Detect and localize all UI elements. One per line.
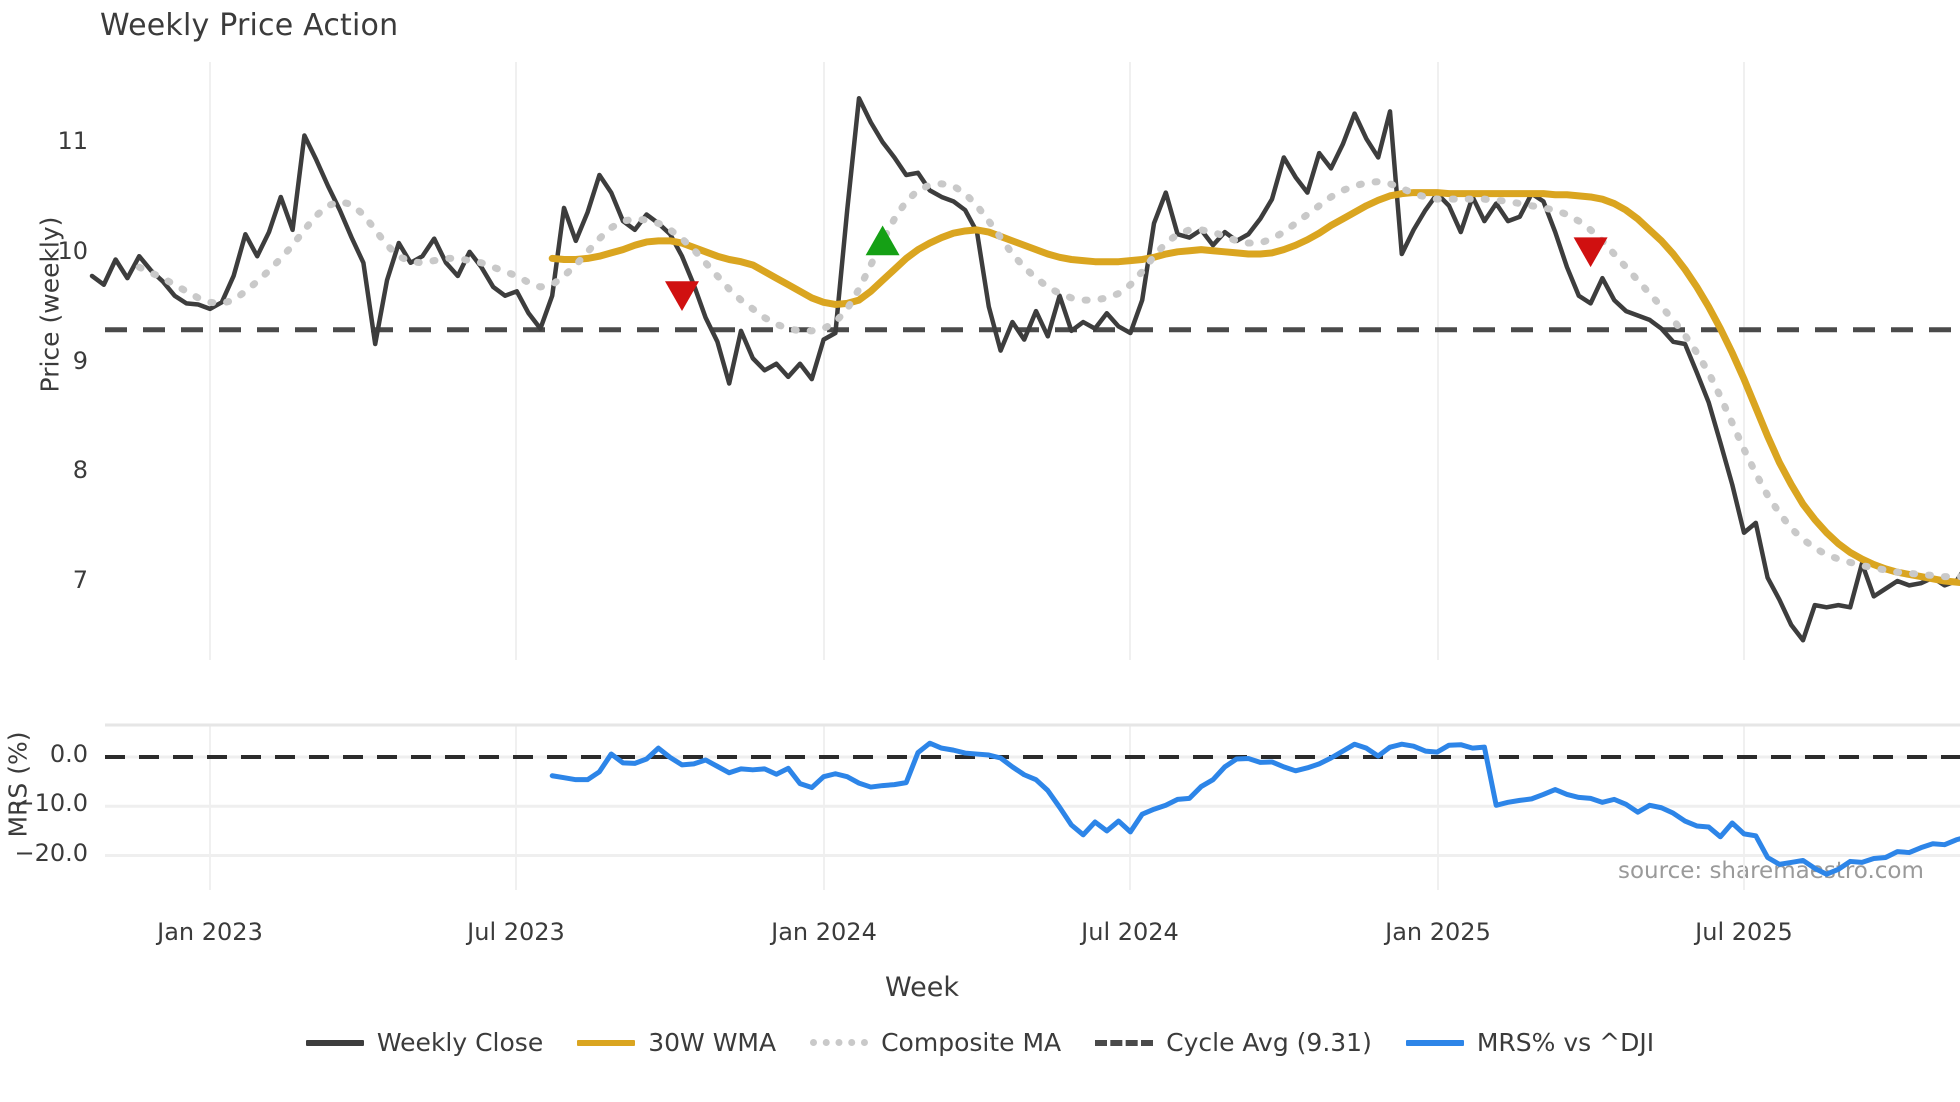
- price-ytick-9: 9: [72, 346, 88, 375]
- x-tick-jan-2023: Jan 2023: [157, 918, 263, 946]
- series-weekly-close: [89, 95, 1960, 643]
- legend-label-wma-30w: 30W WMA: [648, 1028, 777, 1057]
- mrs-ytick-2: −20.0: [14, 838, 88, 867]
- price-ytick-10: 10: [57, 237, 88, 266]
- x-tick-jan-2025: Jan 2025: [1385, 918, 1491, 946]
- sell-marker-icon: [665, 281, 699, 312]
- x-tick-jan-2024: Jan 2024: [771, 918, 877, 946]
- series-composite-ma: [135, 178, 1960, 581]
- legend-swatch-composite-ma-icon: [810, 1039, 869, 1046]
- legend-item-weekly-close[interactable]: Weekly Close: [305, 1028, 544, 1057]
- gridlines: [105, 62, 1960, 890]
- legend-swatch-wma-30w-icon: [577, 1039, 636, 1046]
- legend-swatch-cycle-avg-icon: [1095, 1039, 1154, 1046]
- legend-item-wma-30w[interactable]: 30W WMA: [577, 1028, 776, 1057]
- legend-label-mrs-vs-dji: MRS% vs ^DJI: [1476, 1028, 1655, 1057]
- mrs-ytick-0: 0.0: [49, 740, 88, 768]
- plot-canvas: [89, 62, 1960, 890]
- legend-label-composite-ma: Composite MA: [881, 1028, 1062, 1057]
- price-ytick-8: 8: [72, 456, 88, 485]
- x-axis-label: Week: [885, 972, 959, 1003]
- price-ytick-7: 7: [72, 566, 88, 595]
- buy-marker-icon: [865, 225, 900, 256]
- price-panel: [89, 95, 1960, 643]
- signal-markers: [665, 225, 1608, 312]
- x-tick-jul-2023: Jul 2023: [467, 918, 565, 946]
- chart-title: Weekly Price Action: [100, 8, 399, 43]
- legend-swatch-weekly-close-icon: [305, 1039, 364, 1046]
- x-tick-jul-2024: Jul 2024: [1081, 918, 1179, 946]
- mrs-panel: [105, 740, 1960, 877]
- sell-marker-icon: [1573, 237, 1608, 268]
- legend-label-weekly-close: Weekly Close: [376, 1028, 544, 1057]
- series-mrs-vs-dji: [549, 740, 1960, 877]
- mrs-ytick-1: −10.0: [14, 789, 88, 818]
- legend-swatch-mrs-vs-dji-icon: [1405, 1039, 1464, 1046]
- legend-item-cycle-avg[interactable]: Cycle Avg (9.31): [1095, 1028, 1372, 1057]
- x-tick-jul-2025: Jul 2025: [1695, 918, 1793, 946]
- chart-legend: Weekly Close 30W WMA Composite MA Cycle Avg…: [0, 1028, 1960, 1057]
- legend-item-composite-ma[interactable]: Composite MA: [810, 1028, 1061, 1057]
- series-30w-wma: [548, 189, 1960, 586]
- price-ytick-11: 11: [57, 127, 88, 156]
- legend-item-mrs-vs-dji[interactable]: MRS% vs ^DJI: [1405, 1028, 1655, 1057]
- legend-label-cycle-avg: Cycle Avg (9.31): [1166, 1028, 1372, 1057]
